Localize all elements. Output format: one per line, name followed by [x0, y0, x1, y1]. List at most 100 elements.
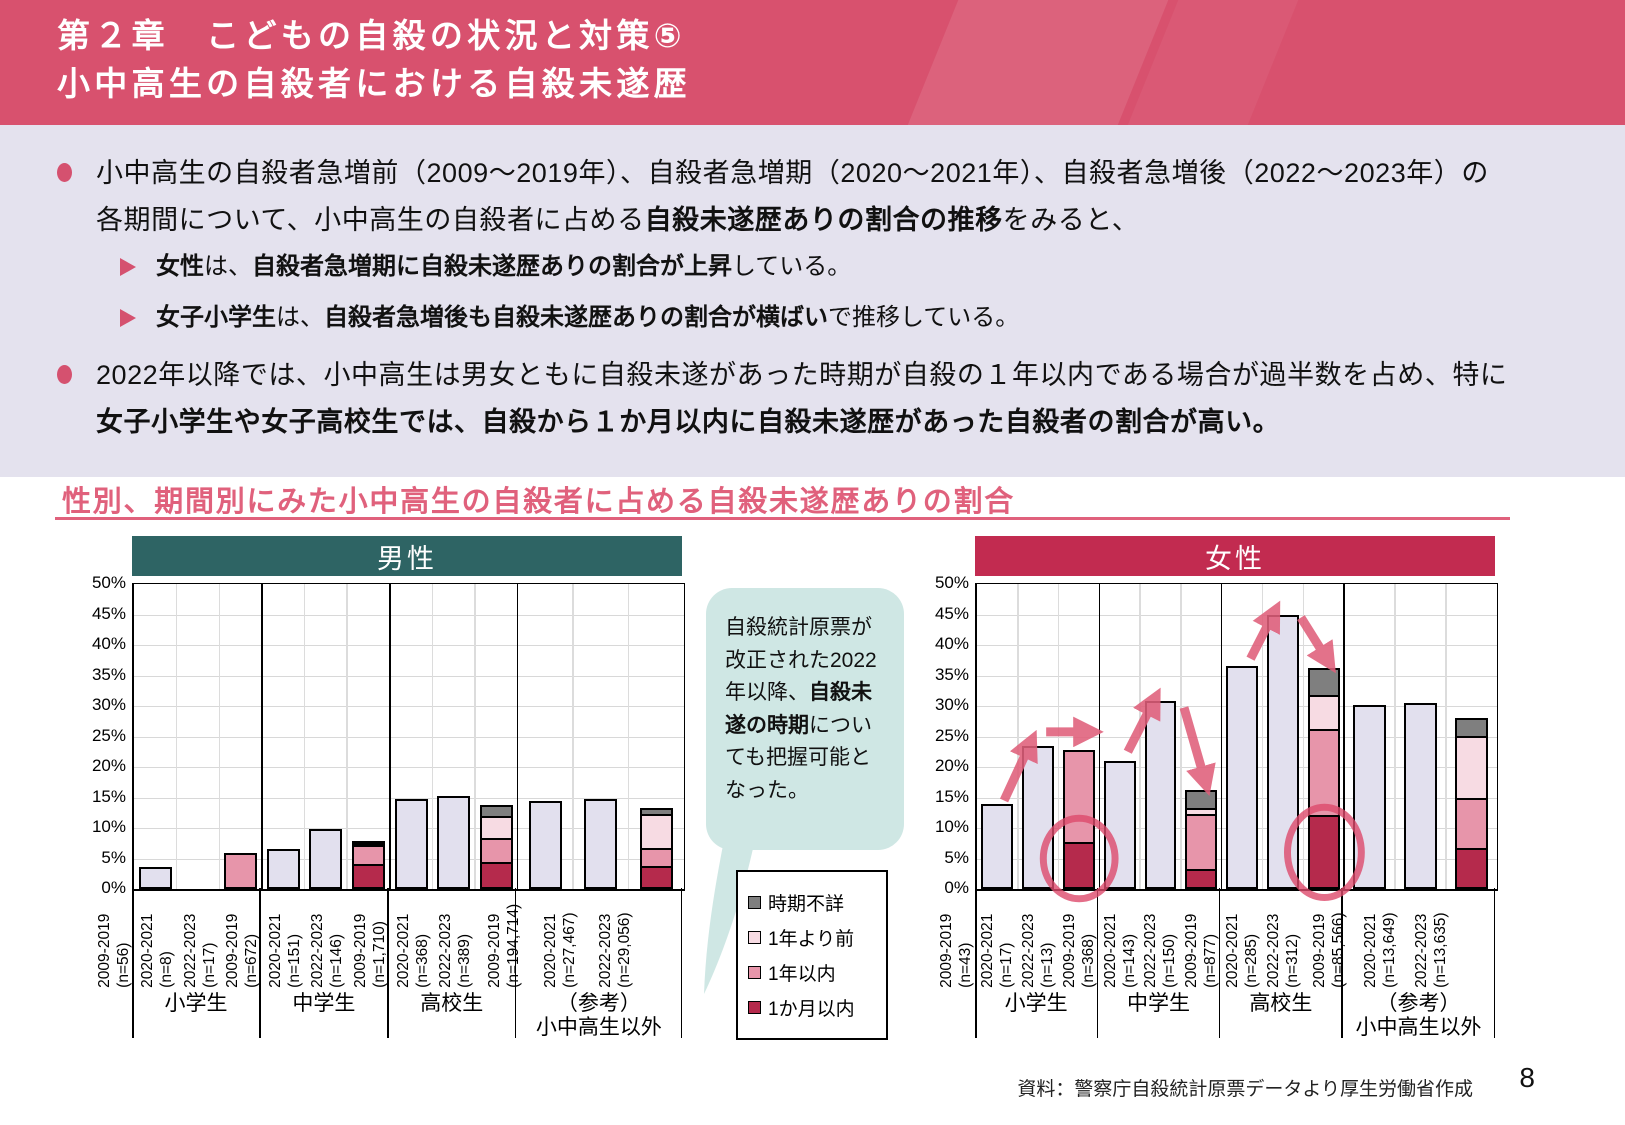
group-divider: [387, 888, 389, 1038]
bar-segment-total: [981, 803, 1014, 889]
gridline-vertical: [1017, 584, 1019, 889]
bar-高校生-2022-2023: [1307, 668, 1340, 889]
x-axis-label-text: 2020-2021 (n=27,467): [542, 913, 580, 988]
legend-swatch-before: [748, 931, 761, 944]
x-axis-label-text: 2020-2021 (n=285): [1224, 914, 1262, 988]
bar-segment-month: [351, 864, 385, 889]
axis-area: 2009-2019 (n=56) 2020-2021 (n=8) 2022-2023 (n…: [97, 888, 682, 1040]
group-divider: [514, 888, 517, 1038]
page-title: 第２章 こどもの自殺の状況と対策⑤ 小中高生の自殺者における自殺未遂歴: [57, 12, 691, 108]
x-label-period: 2022-2023: [597, 913, 615, 988]
x-label-period: 2020-2021: [139, 913, 157, 988]
bar-segment-total: [584, 798, 618, 889]
group-divider: [1343, 584, 1345, 889]
group-divider: [389, 584, 391, 889]
bullet-dot-icon: [57, 163, 72, 182]
x-label-period: 2009-2019: [1060, 913, 1078, 988]
x-label-period: 2020-2021: [394, 913, 412, 988]
axis-frame-right: [1493, 888, 1495, 1038]
gridline-vertical: [1302, 584, 1305, 889]
bar-segment-month: [1185, 868, 1218, 889]
x-label-period: 2022-2023: [309, 913, 327, 988]
y-tick-label: 30%: [934, 695, 969, 714]
x-axis-label-text: 2022-2023 (n=13): [1020, 914, 1058, 988]
y-tick-label: 40%: [934, 634, 969, 653]
bar-segment-month: [1063, 842, 1095, 889]
x-label-period: 2022-2023: [437, 913, 455, 988]
x-axis-label-text: 2020-2021 (n=368): [395, 914, 433, 988]
group-divider: [516, 584, 519, 889]
bar-segment-year: [639, 848, 673, 869]
y-tick-label: 5%: [944, 847, 969, 867]
group-divider: [261, 584, 263, 889]
bar-高校生-2009-2019: [394, 798, 428, 889]
arrowhead-bullet-icon: [120, 258, 136, 276]
axis-frame-right: [680, 888, 682, 1038]
page-number: 8: [1519, 1062, 1535, 1093]
x-label-n: (n=27,467): [560, 912, 578, 988]
y-tick-label: 25%: [91, 725, 126, 745]
gridline-vertical: [1180, 584, 1182, 889]
group-divider: [1096, 888, 1099, 1038]
bar-segment-month: [479, 862, 513, 889]
x-label-n: (n=151): [285, 934, 303, 988]
callout-text: 自殺統計原票が改正された2022年以降、自殺未遂の時期についても把握可能となった…: [725, 616, 877, 802]
bar-高校生-2009-2019: [1226, 665, 1258, 889]
x-label-period: 2009-2019: [486, 913, 504, 988]
bar-（参考）小中高生以外-2009-2019: [528, 801, 562, 889]
bar-segment-before: [479, 816, 513, 840]
x-label-n: (n=194,714): [505, 903, 523, 988]
bar-segment-total: [437, 796, 471, 889]
x-axis-label-text: 2020-2021 (n=143): [1102, 914, 1140, 988]
bar-segment-total: [1353, 705, 1387, 889]
x-axis-label-text: 2020-2021 (n=151): [267, 914, 305, 988]
x-label-period: 2009-2019: [1310, 913, 1328, 988]
plot-area: [132, 583, 685, 891]
group-divider: [1218, 888, 1221, 1038]
x-label-period: 2022-2023: [1412, 913, 1430, 988]
category-label: 中学生: [1127, 992, 1191, 1015]
y-tick-label: 20%: [934, 756, 969, 775]
x-label-period: 2020-2021: [1361, 913, 1379, 988]
bar-segment-before: [1455, 735, 1488, 801]
category-label: （参考） 小中高生以外: [535, 992, 662, 1040]
x-label-period: 2009-2019: [938, 913, 956, 988]
category-label: 高校生: [1249, 992, 1313, 1015]
x-label-period: 2009-2019: [1183, 913, 1201, 988]
axis-frame-left: [132, 888, 134, 1038]
x-axis-label-text: 2009-2019 (n=368): [1061, 914, 1099, 988]
bar-segment-total: [1266, 615, 1299, 889]
bar-小学生-2020-2021: [1022, 745, 1055, 889]
bar-segment-year: [1063, 750, 1095, 845]
bar-segment-total: [1103, 760, 1136, 889]
x-label-n: (n=146): [328, 934, 346, 988]
bar-segment-year: [1307, 728, 1340, 817]
x-axis-label-text: 2022-2023 (n=13,635): [1413, 913, 1451, 988]
trend-arrow: [1297, 615, 1336, 674]
x-axis-label-text: 2009-2019 (n=877): [1183, 914, 1221, 988]
bar-（参考）小中高生以外-2022-2023: [639, 808, 673, 889]
bullet-2-text: 2022年以降では、小中高生は男女ともに自殺未遂があった時期が自殺の１年以内であ…: [96, 360, 1508, 438]
x-axis-label-text: 2009-2019 (n=43): [939, 914, 977, 988]
x-axis-label-text: 2020-2021 (n=13,649): [1362, 913, 1400, 988]
y-tick-label: 20%: [91, 756, 126, 775]
x-label-period: 2022-2023: [1142, 913, 1160, 988]
gridline-vertical: [627, 584, 630, 889]
bar-（参考）小中高生以外-2022-2023: [1455, 718, 1488, 889]
gridline-vertical: [1445, 584, 1447, 889]
x-label-period: 2022-2023: [1264, 913, 1282, 988]
y-tick-label: 10%: [91, 817, 126, 836]
page-header: 第２章 こどもの自殺の状況と対策⑤ 小中高生の自殺者における自殺未遂歴: [0, 0, 1625, 125]
sub-bullet-1: 女性は、自殺者急増期に自殺未遂歴ありの割合が上昇している。: [120, 250, 851, 284]
bar-segment-total: [138, 867, 172, 889]
bar-小学生-2009-2019: [981, 803, 1014, 889]
y-tick-label: 0%: [101, 878, 126, 897]
x-label-period: 2020-2021: [1224, 913, 1242, 988]
category-label: 小学生: [164, 992, 228, 1015]
bar-segment-total: [394, 798, 428, 889]
gridline-horizontal: [977, 645, 1497, 646]
legend-item: 1年以内: [748, 959, 876, 986]
bar-segment-total: [1404, 702, 1438, 889]
gridline-vertical: [1394, 584, 1396, 889]
